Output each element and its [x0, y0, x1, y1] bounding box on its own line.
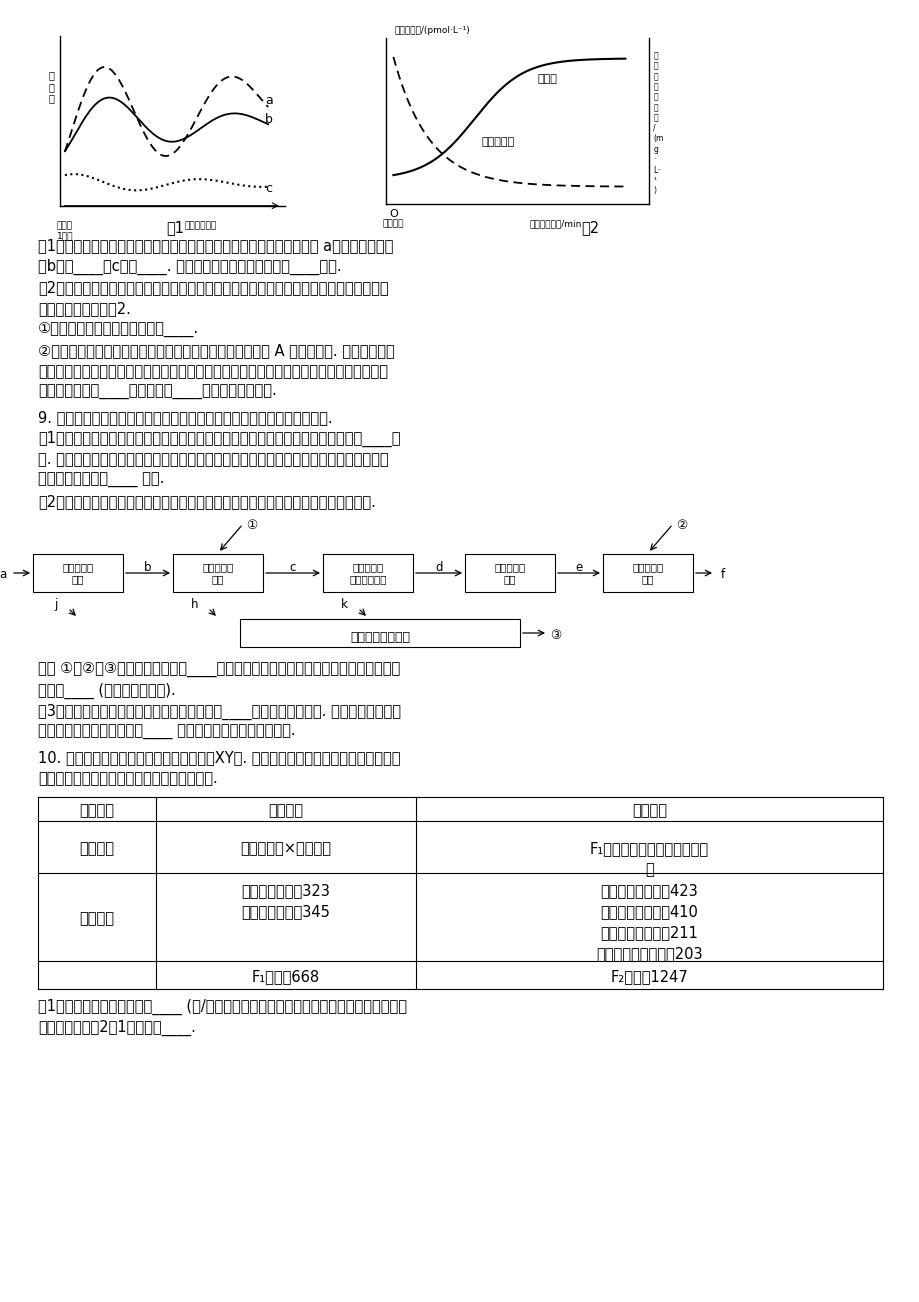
- Bar: [240, 618, 519, 647]
- Text: a: a: [0, 568, 6, 581]
- Text: 素的浓度，结果如图2.: 素的浓度，结果如图2.: [38, 301, 130, 316]
- Text: 杂交阶段: 杂交阶段: [79, 803, 114, 818]
- Text: 相
对
值: 相 对 值: [49, 70, 54, 103]
- Text: （1）由于地形高低的差异，草原湖不同地段生物的种类和密度不同，体现了群落的____结: （1）由于地形高低的差异，草原湖不同地段生物的种类和密度不同，体现了群落的___…: [38, 431, 400, 447]
- Text: 刺激持续时间/min: 刺激持续时间/min: [529, 219, 582, 228]
- Text: 为两对相对性状，育种专家进行如下杂交实验.: 为两对相对性状，育种专家进行如下杂交实验.: [38, 771, 218, 786]
- Text: 胰岛素: 胰岛素: [537, 74, 557, 85]
- Text: ②图２中胰高血糖素浓度下降的原因之一是胰岛素抑制胰岛 A 细胞的分泌. 若要证明该推: ②图２中胰高血糖素浓度下降的原因之一是胰岛素抑制胰岛 A 细胞的分泌. 若要证明…: [38, 342, 394, 358]
- Text: 胰
高
血
糖
素
浓
度
/
(m
g
·
L⁻
¹
): 胰 高 血 糖 素 浓 度 / (m g · L⁻ ¹ ): [652, 51, 663, 195]
- Text: F₁全部的高杆抗病个体自由交: F₁全部的高杆抗病个体自由交: [589, 841, 709, 855]
- Text: 开始刺激: 开始刺激: [382, 219, 403, 228]
- Text: （1）根据第一阶段实验结果____ (能/不能）判断出高杆对矮杆是显性性状，第二阶段高杆: （1）根据第一阶段实验结果____ (能/不能）判断出高杆对矮杆是显性性状，第二…: [38, 999, 406, 1016]
- Text: 高杆抗病雌总数：423: 高杆抗病雌总数：423: [600, 883, 698, 898]
- Text: 10. 菠菜是雌雄异株植物，性别决定方式为XY型. 已知菠菜的高杆与矮杆、抗病与不抗病: 10. 菠菜是雌雄异株植物，性别决定方式为XY型. 已知菠菜的高杆与矮杆、抗病与…: [38, 750, 400, 766]
- Text: 高杆不抗病×矮杆抗病: 高杆不抗病×矮杆抗病: [240, 841, 331, 855]
- Text: 高杆抗病总数：323: 高杆抗病总数：323: [242, 883, 330, 898]
- Text: b: b: [144, 561, 152, 574]
- Text: 次级消费者
同化: 次级消费者 同化: [631, 562, 663, 583]
- Text: 则b代表____，c代表____. 由图可知血糖平衡调节机制为____调节.: 则b代表____，c代表____. 由图可知血糖平衡调节机制为____调节.: [38, 259, 341, 275]
- Text: 图2: 图2: [580, 220, 598, 234]
- Text: 矮杆不抗病雄总数：203: 矮杆不抗病雄总数：203: [596, 947, 702, 961]
- Text: 构. 草原狐每到新的领地，会通过察看是否有其他狐狸的粪便、气味确定该地有没有主人，: 构. 草原狐每到新的领地，会通过察看是否有其他狐狸的粪便、气味确定该地有没有主人…: [38, 452, 388, 467]
- Text: 图中 ①、②、③表示的生理过程是____，该系统能量从第二营养级到第三营养级的传递: 图中 ①、②、③表示的生理过程是____，该系统能量从第二营养级到第三营养级的传…: [38, 661, 400, 677]
- Text: 第二阶段: 第二阶段: [631, 803, 666, 818]
- Text: 效率为____ (用图中字母表示).: 效率为____ (用图中字母表示).: [38, 684, 176, 699]
- Text: f: f: [720, 568, 724, 581]
- Text: d: d: [435, 561, 442, 574]
- Text: 胰岛素浓度/(pmol·L⁻¹): 胰岛素浓度/(pmol·L⁻¹): [394, 26, 470, 35]
- Text: c: c: [265, 182, 272, 195]
- Text: b: b: [265, 112, 272, 125]
- Text: 配: 配: [644, 862, 653, 878]
- Text: 初级消费者
生长发育繁殖: 初级消费者 生长发育繁殖: [349, 562, 386, 583]
- Text: 高杆抗病雄总数：410: 高杆抗病雄总数：410: [600, 904, 698, 919]
- Bar: [173, 553, 263, 592]
- Text: ③: ③: [550, 629, 561, 642]
- Text: （2）选取健康大鼠，持续电山激支配其胰岛的有关神经并测定其血液中胰岛素和胰高血糖: （2）选取健康大鼠，持续电山激支配其胰岛的有关神经并测定其血液中胰岛素和胰高血糖: [38, 280, 388, 296]
- Bar: [323, 553, 413, 592]
- Text: F₁合计：668: F₁合计：668: [252, 969, 320, 984]
- Text: 这属于生态系统的____ 功能.: 这属于生态系统的____ 功能.: [38, 473, 165, 488]
- Text: 然后注射适量的____，通过比较____的浓度变化来确认.: 然后注射适量的____，通过比较____的浓度变化来确认.: [38, 385, 277, 400]
- Text: h: h: [190, 598, 198, 611]
- Text: 初级消费者
摄入: 初级消费者 摄入: [62, 562, 94, 583]
- Text: e: e: [574, 561, 582, 574]
- Text: ②: ②: [675, 519, 686, 533]
- Text: 路将某种群分隔开，会产生____ 导致种群间不能进行基因交流.: 路将某种群分隔开，会产生____ 导致种群间不能进行基因交流.: [38, 725, 295, 740]
- Text: 与矮杆的比约为2：1，原因是____.: 与矮杆的比约为2：1，原因是____.: [38, 1019, 196, 1036]
- Text: 初级消费者
同化: 初级消费者 同化: [202, 562, 233, 583]
- Text: 相对变化关系: 相对变化关系: [184, 221, 216, 230]
- Text: 结果统计: 结果统计: [79, 911, 114, 926]
- Bar: [464, 553, 554, 592]
- Text: 胰高血糖素: 胰高血糖素: [481, 138, 514, 147]
- Text: 9. 某研究性学习小组对草原湖生态系统进行了调查研究，请回答相关问题.: 9. 某研究性学习小组对草原湖生态系统进行了调查研究，请回答相关问题.: [38, 410, 333, 424]
- Text: （1）图１表示正常人饭后血糖、胰岛素、胰高血糖素三者变化关系，若 a代表血糖浓度，: （1）图１表示正常人饭后血糖、胰岛素、胰高血糖素三者变化关系，若 a代表血糖浓度…: [38, 238, 393, 253]
- Bar: [602, 553, 692, 592]
- Text: 矮杆抗病总数：345: 矮杆抗病总数：345: [242, 904, 330, 919]
- Text: 图1: 图1: [165, 220, 184, 234]
- Text: j: j: [54, 598, 58, 611]
- Text: 分解者的分解作用: 分解者的分解作用: [349, 631, 410, 644]
- Text: ①开始少激后，短期内血糖浓度____.: ①开始少激后，短期内血糖浓度____.: [38, 322, 199, 337]
- Text: ①: ①: [245, 519, 257, 533]
- Bar: [33, 553, 123, 592]
- Text: 断正确，可设计实验验证，大致思路是：选取同品种、同日龄的健康大鼠先做实验前测试，: 断正确，可设计实验验证，大致思路是：选取同品种、同日龄的健康大鼠先做实验前测试，: [38, 365, 388, 379]
- Text: 杂交组合: 杂交组合: [79, 841, 114, 855]
- Text: （3）调查草原土壤小动物类群丰富度，可采用____法进行采集和调查. 当地纵横交错的公: （3）调查草原土壤小动物类群丰富度，可采用____法进行采集和调查. 当地纵横交…: [38, 704, 401, 720]
- Text: 第一阶段: 第一阶段: [268, 803, 303, 818]
- Text: k: k: [341, 598, 347, 611]
- Text: F₂合计：1247: F₂合计：1247: [610, 969, 687, 984]
- Text: c: c: [289, 561, 296, 574]
- Text: 进食后
1小时: 进食后 1小时: [57, 221, 73, 241]
- Text: 矮杆抗病雌总数：211: 矮杆抗病雌总数：211: [600, 924, 698, 940]
- Text: （2）如图为草原湖局部能量流动示意图，图中字母代表相应能量，数字表示生理过程.: （2）如图为草原湖局部能量流动示意图，图中字母代表相应能量，数字表示生理过程.: [38, 493, 376, 509]
- Text: 次级消费者
摄入: 次级消费者 摄入: [494, 562, 525, 583]
- Text: a: a: [265, 94, 272, 107]
